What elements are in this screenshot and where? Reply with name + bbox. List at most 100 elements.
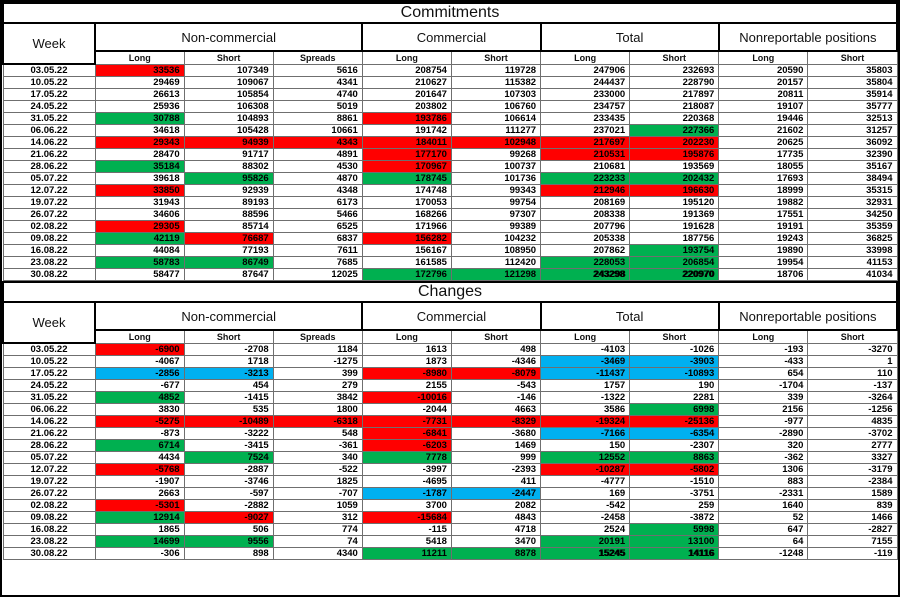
value-cell: 41153 bbox=[807, 256, 898, 269]
table-row: 10.05.22 -4067 1718 -1275 1873 -4346 -3469 -390… bbox=[2, 355, 898, 368]
value-cell: 35777 bbox=[807, 100, 898, 113]
value-cell: 233000 bbox=[540, 88, 631, 101]
value-cell: 94939 bbox=[183, 136, 274, 149]
value-cell: 2281 bbox=[629, 391, 720, 404]
value-cell: -4695 bbox=[361, 475, 452, 488]
value-cell: -10016 bbox=[361, 391, 452, 404]
value-cell: 2663 bbox=[94, 487, 185, 500]
value-cell: 110 bbox=[807, 367, 898, 380]
value-cell: -1704 bbox=[718, 379, 809, 392]
table-row: 03.05.22 33536 107349 5616 208754 119728 24790… bbox=[2, 63, 898, 77]
value-cell: 168266 bbox=[361, 208, 452, 221]
value-cell: 202432 bbox=[629, 172, 720, 185]
value-cell: 19890 bbox=[718, 244, 809, 257]
table-row: 30.08.22 58477 87647 12025 172796 121298 24329… bbox=[2, 268, 898, 281]
week-cell: 23.08.22 bbox=[2, 535, 96, 548]
value-cell: 10661 bbox=[272, 124, 363, 137]
value-cell: -1026 bbox=[629, 342, 720, 356]
value-cell: 170967 bbox=[361, 160, 452, 173]
value-cell: 35803 bbox=[807, 63, 898, 77]
value-cell: 6525 bbox=[272, 220, 363, 233]
value-cell: 14116 bbox=[629, 547, 720, 560]
value-cell: -2384 bbox=[807, 475, 898, 488]
value-cell: 454 bbox=[183, 379, 274, 392]
value-cell: 2524 bbox=[540, 523, 631, 536]
value-cell: 340 bbox=[272, 451, 363, 464]
value-cell: -433 bbox=[718, 355, 809, 368]
value-cell: 196630 bbox=[629, 184, 720, 197]
week-cell: 31.05.22 bbox=[2, 391, 96, 404]
week-cell: 09.08.22 bbox=[2, 232, 96, 245]
value-cell: 13100 bbox=[629, 535, 720, 548]
value-cell: 18055 bbox=[718, 160, 809, 173]
table-row: 05.07.22 4434 7524 340 7778 999 12552 8863 -362 3… bbox=[2, 451, 898, 464]
value-cell: -2708 bbox=[183, 342, 274, 356]
value-cell: 106760 bbox=[450, 100, 542, 113]
value-cell: 1059 bbox=[272, 499, 363, 512]
value-cell: 20191 bbox=[540, 535, 631, 548]
value-cell: 234757 bbox=[540, 100, 631, 113]
value-cell: -3680 bbox=[450, 427, 542, 440]
value-cell: -3872 bbox=[629, 511, 720, 524]
value-cell: 191628 bbox=[629, 220, 720, 233]
value-cell: 1589 bbox=[807, 487, 898, 500]
value-cell: -4777 bbox=[540, 475, 631, 488]
value-cell: 76687 bbox=[183, 232, 274, 245]
value-cell: 4341 bbox=[272, 76, 363, 89]
week-cell: 30.08.22 bbox=[2, 268, 96, 281]
value-cell: 20811 bbox=[718, 88, 809, 101]
week-cell: 06.06.22 bbox=[2, 124, 96, 137]
week-cell: 30.08.22 bbox=[2, 547, 96, 560]
table-row: 09.08.22 42119 76687 6837 156282 104232 205338… bbox=[2, 232, 898, 245]
value-cell: 35167 bbox=[807, 160, 898, 173]
value-cell: 99343 bbox=[450, 184, 542, 197]
value-cell: 506 bbox=[183, 523, 274, 536]
value-cell: 212946 bbox=[540, 184, 631, 197]
value-cell: 190 bbox=[629, 379, 720, 392]
table-row: 14.06.22 29343 94939 4343 184011 102948 217697… bbox=[2, 136, 898, 149]
subheader-commercial-long: Long bbox=[361, 50, 452, 65]
table-row: 02.08.22 29305 85714 6525 171966 99389 207796 1… bbox=[2, 220, 898, 233]
table-row: 16.08.22 44084 77193 7611 156167 108950 207862… bbox=[2, 244, 898, 257]
week-cell: 24.05.22 bbox=[2, 100, 96, 113]
value-cell: 232693 bbox=[629, 63, 720, 77]
value-cell: -597 bbox=[183, 487, 274, 500]
week-cell: 31.05.22 bbox=[2, 112, 96, 125]
value-cell: -7731 bbox=[361, 415, 452, 428]
value-cell: 227366 bbox=[629, 124, 720, 137]
week-cell: 02.08.22 bbox=[2, 220, 96, 233]
value-cell: 279 bbox=[272, 379, 363, 392]
value-cell: 86749 bbox=[183, 256, 274, 269]
value-cell: 535 bbox=[183, 403, 274, 416]
value-cell: -306 bbox=[94, 547, 185, 560]
value-cell: 210531 bbox=[540, 148, 631, 161]
value-cell: 177170 bbox=[361, 148, 452, 161]
value-cell: 161585 bbox=[361, 256, 452, 269]
value-cell: -542 bbox=[540, 499, 631, 512]
value-cell: -1248 bbox=[718, 547, 809, 560]
value-cell: 7155 bbox=[807, 535, 898, 548]
value-cell: 5616 bbox=[272, 63, 363, 77]
week-cell: 28.06.22 bbox=[2, 439, 96, 452]
value-cell: 19107 bbox=[718, 100, 809, 113]
value-cell: -11437 bbox=[540, 367, 631, 380]
week-cell: 26.07.22 bbox=[2, 208, 96, 221]
value-cell: 208338 bbox=[540, 208, 631, 221]
value-cell: 21602 bbox=[718, 124, 809, 137]
value-cell: 228053 bbox=[540, 256, 631, 269]
value-cell: 17551 bbox=[718, 208, 809, 221]
value-cell: -3270 bbox=[807, 342, 898, 356]
value-cell: 32931 bbox=[807, 196, 898, 209]
value-cell: 17735 bbox=[718, 148, 809, 161]
changes-table: Changes Week Non-commercial Commercial T… bbox=[2, 281, 898, 560]
value-cell: 1800 bbox=[272, 403, 363, 416]
value-cell: 35315 bbox=[807, 184, 898, 197]
value-cell: 548 bbox=[272, 427, 363, 440]
commitments-table: Commitments Week Non-commercial Commerci… bbox=[2, 2, 898, 281]
value-cell: -3997 bbox=[361, 463, 452, 476]
value-cell: 220970 bbox=[629, 268, 720, 281]
value-cell: 85714 bbox=[183, 220, 274, 233]
value-cell: 29343 bbox=[94, 136, 185, 149]
value-cell: 999 bbox=[450, 451, 542, 464]
value-cell: 38494 bbox=[807, 172, 898, 185]
